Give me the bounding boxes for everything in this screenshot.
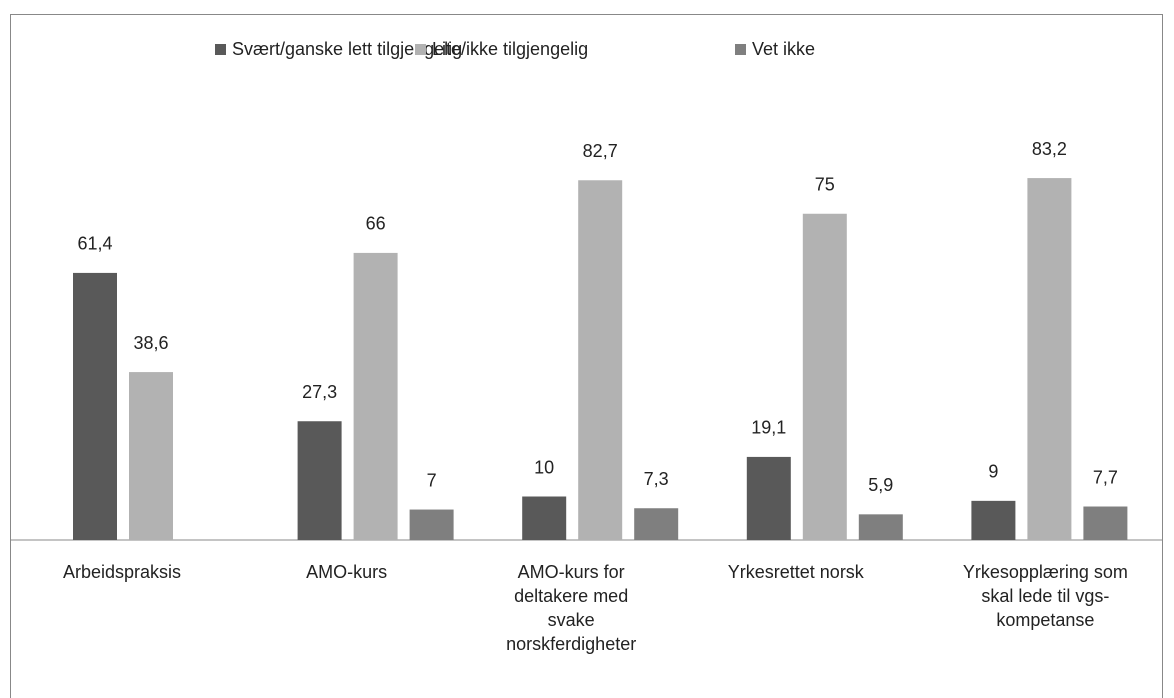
bar (522, 496, 567, 540)
bar (971, 500, 1016, 540)
bar (73, 272, 117, 540)
bar (409, 509, 454, 540)
legend-swatch (215, 44, 226, 55)
x-tick-label: AMO-kurs (306, 562, 388, 582)
x-tick-label: AMO-kurs for deltakere med svake norskfe… (506, 562, 637, 654)
x-tick-label: Yrkesrettet norsk (727, 562, 864, 582)
bar (634, 508, 679, 540)
legend-label: Lite/ikke tilgjengelig (432, 39, 588, 59)
bar (746, 456, 791, 540)
bar (297, 421, 342, 540)
value-label: 38,6 (133, 333, 168, 353)
x-tick-label: Arbeidspraksis (62, 562, 182, 582)
value-label: 82,7 (583, 141, 618, 161)
bar (129, 372, 173, 540)
bar (578, 180, 623, 540)
value-label: 66 (366, 214, 386, 234)
value-label: 7,7 (1093, 467, 1118, 487)
value-label: 61,4 (77, 234, 112, 254)
value-label: 7 (427, 470, 437, 490)
x-tick-label: Yrkesopplæring som skal lede til vgs- ko… (962, 562, 1128, 630)
legend-swatch (415, 44, 426, 55)
bar (1083, 506, 1128, 540)
value-label: 10 (534, 457, 554, 477)
bar (1027, 178, 1072, 540)
legend-label: Svært/ganske lett tilgjengelig (232, 39, 462, 59)
value-label: 7,3 (644, 469, 669, 489)
legend-swatch (735, 44, 746, 55)
value-label: 75 (815, 175, 835, 195)
value-label: 83,2 (1032, 139, 1067, 159)
value-label: 5,9 (868, 475, 893, 495)
bar (802, 213, 847, 540)
legend-label: Vet ikke (752, 39, 815, 59)
value-label: 19,1 (751, 418, 786, 438)
value-label: 27,3 (302, 382, 337, 402)
bar (353, 252, 398, 540)
value-label: 9 (988, 462, 998, 482)
bar (858, 514, 903, 540)
